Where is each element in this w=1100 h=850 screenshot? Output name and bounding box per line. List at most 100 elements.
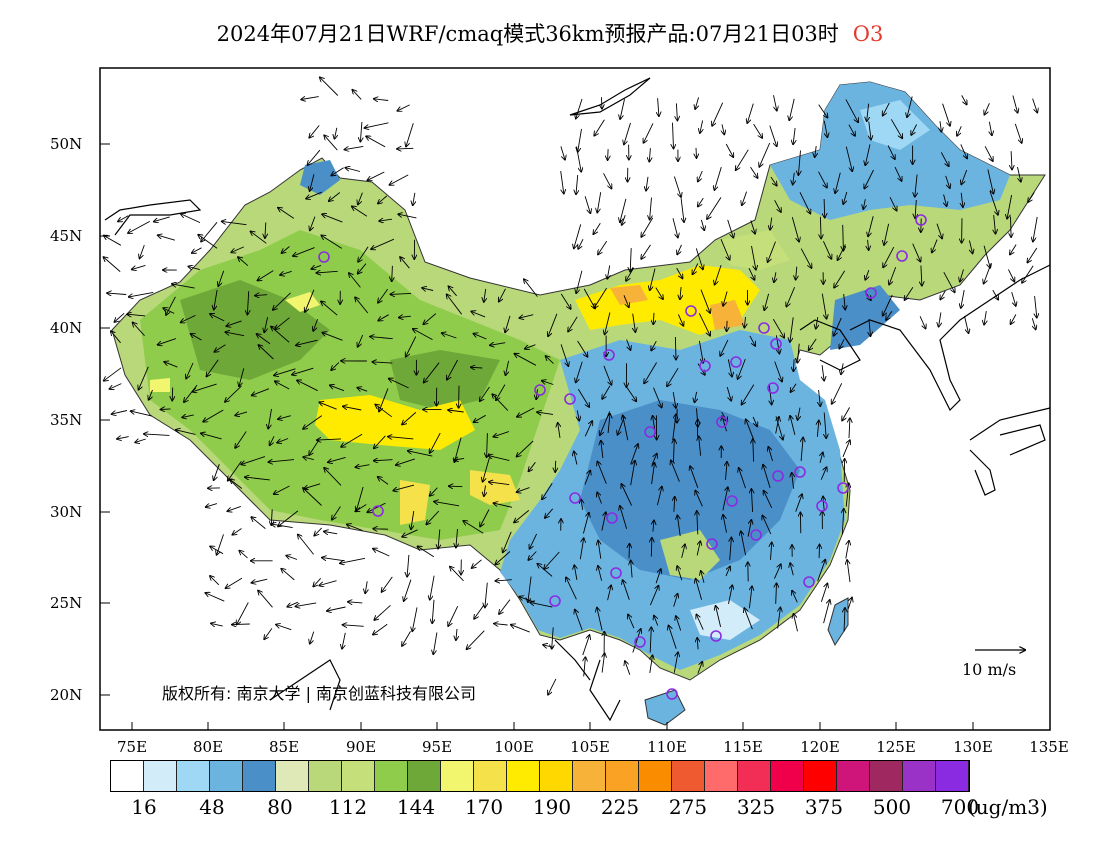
wind-arrow — [774, 361, 782, 382]
wind-arrow — [801, 438, 803, 461]
wind-arrow — [265, 222, 266, 239]
wind-arrow — [442, 333, 457, 339]
wind-arrow — [983, 245, 990, 268]
wind-arrow — [961, 169, 968, 184]
wind-arrow — [181, 314, 196, 322]
wind-arrow — [764, 293, 770, 310]
wind-arrow — [139, 366, 149, 390]
wind-arrow — [839, 339, 845, 348]
wind-arrow — [239, 551, 248, 559]
wind-arrow — [343, 625, 364, 627]
wind-arrow — [725, 567, 730, 577]
wind-arrow — [484, 288, 486, 302]
wind-arrow — [940, 152, 948, 166]
wind-arrow — [630, 248, 631, 272]
wind-arrow — [1012, 95, 1018, 113]
wind-arrow — [578, 128, 582, 152]
wind-arrow — [367, 502, 386, 512]
wind-arrow — [408, 451, 433, 457]
wind-reference-label: 10 m/s — [962, 660, 1017, 679]
wind-arrow — [217, 534, 224, 554]
wind-arrow — [594, 287, 607, 308]
wind-arrow — [674, 497, 675, 512]
wind-arrow — [597, 462, 607, 484]
wind-arrow — [278, 208, 295, 219]
wind-arrow — [894, 166, 902, 181]
wind-arrow — [396, 458, 416, 465]
wind-arrow — [778, 608, 781, 629]
wind-arrow — [656, 487, 662, 506]
wind-arrow — [560, 146, 565, 159]
wind-arrow — [438, 529, 440, 549]
wind-arrow — [1014, 123, 1021, 143]
wind-arrow — [268, 460, 295, 463]
map-frame — [99, 67, 1051, 731]
wind-arrow — [693, 263, 699, 275]
wind-arrow — [984, 103, 990, 114]
wind-arrow — [331, 362, 340, 370]
wind-arrow — [597, 608, 603, 631]
wind-arrow — [397, 148, 414, 149]
wind-arrow — [378, 314, 389, 321]
wind-arrow — [406, 336, 417, 357]
wind-arrow — [225, 385, 242, 402]
wind-arrow — [655, 569, 661, 584]
wind-arrow — [576, 146, 582, 172]
wind-arrow — [560, 344, 568, 366]
wind-arrow — [749, 335, 755, 346]
wind-arrow — [969, 240, 972, 254]
wind-arrow — [576, 174, 578, 194]
wind-arrow — [722, 124, 724, 134]
wind-arrow — [301, 97, 319, 100]
wind-arrow — [329, 192, 341, 202]
wind-arrow — [321, 301, 338, 316]
wind-arrow — [413, 192, 415, 205]
wind-arrow — [456, 628, 457, 640]
wind-arrow — [728, 585, 733, 604]
wind-arrow — [772, 318, 784, 338]
wind-arrow — [480, 386, 490, 401]
wind-arrow — [695, 248, 703, 269]
colorbar-swatch — [144, 761, 177, 791]
wind-arrow — [620, 198, 627, 222]
wind-arrow — [630, 461, 635, 486]
wind-arrow — [371, 238, 395, 249]
wind-arrow — [961, 95, 967, 104]
wind-arrow — [739, 468, 746, 489]
wind-arrow — [218, 270, 225, 286]
wind-arrow — [118, 215, 129, 222]
wind-arrow — [673, 594, 678, 607]
lat-label-20n: 20N — [50, 686, 83, 704]
wind-arrow — [744, 608, 753, 630]
wind-arrow — [335, 127, 337, 139]
wind-arrow — [330, 385, 345, 392]
wind-arrow — [374, 99, 389, 101]
wind-arrow — [214, 344, 226, 352]
wind-arrow — [505, 315, 511, 332]
wind-arrow — [593, 223, 601, 234]
wind-arrow — [161, 409, 171, 410]
wind-arrow — [752, 416, 757, 426]
wind-arrow — [268, 408, 272, 429]
wind-arrow — [883, 246, 895, 267]
wind-arrow — [845, 99, 858, 122]
wind-arrow — [723, 515, 727, 533]
wind-arrow — [960, 144, 967, 158]
wind-arrow — [1011, 314, 1017, 325]
wind-arrow — [658, 98, 659, 116]
wind-arrow — [358, 263, 367, 274]
wind-arrow — [164, 362, 178, 368]
wind-arrow — [345, 145, 364, 149]
wind-arrow — [889, 197, 897, 210]
wind-arrow — [623, 295, 629, 307]
wind-arrow — [672, 218, 678, 237]
colorbar-swatch — [408, 761, 441, 791]
wind-arrow — [582, 513, 589, 534]
wind-arrow — [226, 320, 242, 326]
wind-arrow — [342, 632, 346, 649]
wind-arrow — [699, 436, 701, 456]
wind-arrow — [632, 629, 641, 653]
wind-arrow — [247, 291, 248, 314]
wind-arrow — [582, 635, 590, 656]
wind-arrow — [763, 465, 771, 489]
